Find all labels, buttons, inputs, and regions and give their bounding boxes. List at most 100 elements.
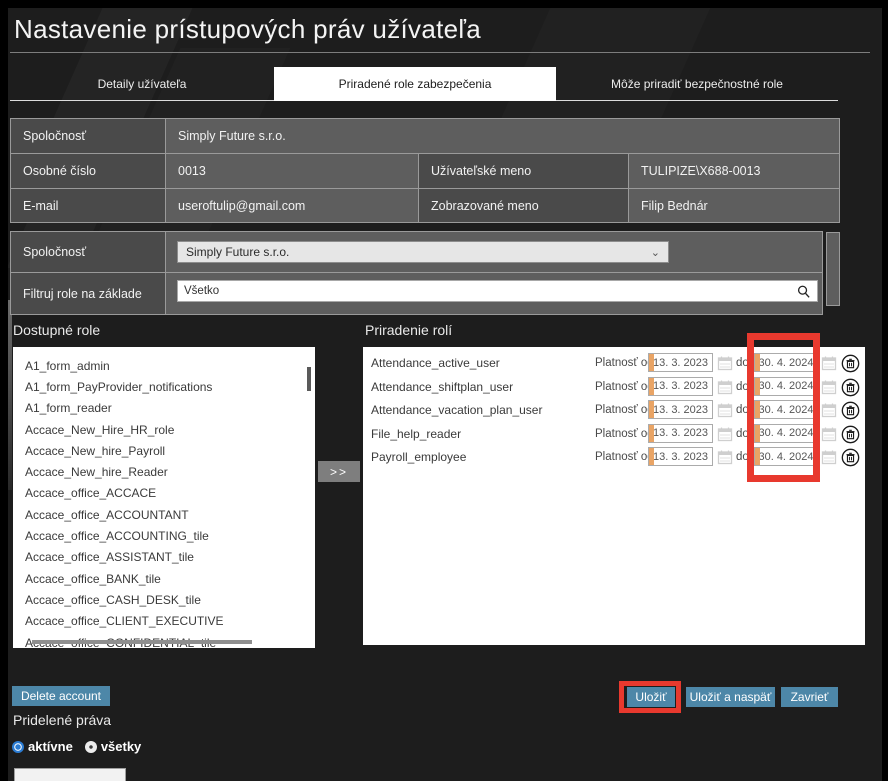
filter-company-label: Spoločnosť [10, 231, 166, 273]
calendar-icon[interactable] [717, 426, 733, 442]
validity-to-input[interactable]: 30. 4. 2024 [754, 376, 818, 396]
save-and-back-button[interactable]: Uložiť a naspäť [686, 687, 775, 707]
list-item[interactable]: Accace_office_BANK_tile [25, 571, 161, 586]
calendar-icon[interactable] [717, 449, 733, 465]
assigned-role-name: Attendance_vacation_plan_user [371, 403, 543, 417]
calendar-icon[interactable] [717, 379, 733, 395]
personal-number-value: 0013 [165, 153, 419, 189]
list-item[interactable]: Accace_office_CASH_DESK_tile [25, 592, 201, 607]
close-button[interactable]: Zavrieť [781, 687, 838, 707]
background-decoration [8, 300, 12, 490]
delete-account-button[interactable]: Delete account [12, 686, 110, 706]
page-title: Nastavenie prístupových práv užívateľa [14, 14, 481, 44]
available-roles-title: Dostupné role [13, 322, 101, 338]
trash-icon[interactable] [841, 448, 860, 467]
assigned-role-row: Attendance_active_user Platnosť od 13. 3… [363, 352, 865, 376]
validity-from-input[interactable]: 13. 3. 2023 [648, 353, 713, 372]
tab-can-assign-security-roles[interactable]: Môže priradiť bezpečnostné role [611, 77, 783, 91]
validity-from-label: Platnosť od [595, 451, 654, 463]
assigned-role-name: Attendance_shiftplan_user [371, 379, 514, 394]
calendar-icon[interactable] [821, 426, 837, 442]
annotation-red-box-dates [747, 333, 820, 482]
username-label: Užívateľské meno [418, 153, 629, 189]
section-scrollbar-track[interactable] [826, 232, 840, 306]
calendar-icon[interactable] [821, 355, 837, 371]
validity-to-label: do [736, 404, 749, 416]
bottom-partial-input[interactable] [14, 768, 126, 781]
assigned-rights-title: Pridelené práva [13, 712, 112, 728]
assigned-role-row: Attendance_vacation_plan_user Platnosť o… [363, 399, 865, 423]
tab-user-details[interactable]: Detaily užívateľa [97, 77, 187, 91]
radio-all-label: všetky [100, 739, 142, 754]
validity-from-input[interactable]: 13. 3. 2023 [648, 447, 713, 466]
list-item[interactable]: Accace_office_CLIENT_EXECUTIVE [25, 614, 224, 629]
radio-active-label: aktívne [28, 739, 73, 754]
trash-icon[interactable] [841, 378, 860, 397]
annotation-red-box-save [619, 681, 681, 713]
company-select-value: Simply Future s.r.o. [186, 245, 290, 259]
email-label: E-mail [10, 188, 166, 223]
company-select[interactable]: Simply Future s.r.o. ⌄ [177, 241, 669, 263]
company-label: Spoločnosť [10, 118, 166, 154]
calendar-icon[interactable] [717, 402, 733, 418]
validity-to-input[interactable]: 30. 4. 2024 [754, 447, 818, 466]
save-button[interactable]: Uložiť [627, 687, 675, 707]
filter-roles-label: Filtruj role na základe [10, 272, 166, 315]
assigned-role-row: Attendance_shiftplan_user Platnosť od 13… [363, 376, 865, 400]
radio-all[interactable] [84, 740, 97, 753]
validity-to-input[interactable]: 30. 4. 2024 [754, 353, 818, 372]
assigned-roles-title: Priradenie rolí [365, 322, 453, 338]
validity-from-label: Platnosť od [595, 427, 654, 440]
list-item[interactable]: A1_form_PayProvider_notifications [25, 379, 213, 394]
validity-to-label: do [736, 357, 749, 369]
display-name-label: Zobrazované meno [418, 188, 629, 223]
trash-icon[interactable] [841, 354, 860, 373]
calendar-icon[interactable] [821, 379, 837, 395]
title-divider [10, 52, 870, 53]
validity-from-label: Platnosť od [595, 404, 654, 416]
assigned-role-name: File_help_reader [371, 426, 462, 441]
validity-to-label: do [736, 427, 749, 440]
validity-from-input[interactable]: 13. 3. 2023 [648, 376, 713, 396]
chevron-down-icon: ⌄ [650, 246, 660, 259]
company-value: Simply Future s.r.o. [165, 118, 840, 154]
vertical-scrollbar-thumb[interactable] [307, 367, 311, 391]
validity-to-label: do [736, 451, 749, 463]
calendar-icon[interactable] [821, 449, 837, 465]
username-value: TULIPIZE\X688-0013 [628, 153, 840, 189]
list-item[interactable]: Accace_New_hire_Reader [25, 465, 168, 480]
personal-number-label: Osobné číslo [10, 153, 166, 189]
validity-from-label: Platnosť od [595, 357, 654, 369]
radio-active[interactable] [12, 740, 24, 753]
tab-assigned-security-roles[interactable]: Priradené role zabezpečenia [274, 67, 556, 101]
list-item[interactable]: Accace_office_ACCACE [25, 486, 157, 501]
validity-to-label: do [736, 380, 749, 393]
list-item[interactable]: A1_form_admin [25, 358, 110, 373]
list-item[interactable]: Accace_office_ASSISTANT_tile [25, 550, 194, 565]
display-name-value: Filip Bednár [628, 188, 840, 223]
available-roles-listbox[interactable]: A1_form_admin A1_form_PayProvider_notifi… [13, 347, 315, 648]
trash-icon[interactable] [841, 425, 860, 444]
assigned-roles-panel[interactable]: Attendance_active_user Platnosť od 13. 3… [363, 347, 865, 645]
list-item[interactable]: A1_form_reader [25, 401, 112, 416]
assigned-role-name: Attendance_active_user [371, 356, 500, 370]
calendar-icon[interactable] [821, 402, 837, 418]
list-item[interactable]: Accace_New_Hire_HR_role [25, 422, 175, 437]
assigned-role-name: Payroll_employee [371, 450, 467, 464]
validity-to-input[interactable]: 30. 4. 2024 [754, 423, 818, 443]
validity-from-input[interactable]: 13. 3. 2023 [648, 423, 713, 443]
move-right-button[interactable]: >> [318, 461, 360, 482]
horizontal-scrollbar-thumb[interactable] [32, 640, 252, 644]
validity-from-input[interactable]: 13. 3. 2023 [648, 400, 713, 419]
calendar-icon[interactable] [717, 355, 733, 371]
list-item[interactable]: Accace_New_hire_Payroll [25, 443, 166, 458]
assigned-role-row: Payroll_employee Platnosť od 13. 3. 2023… [363, 446, 865, 470]
validity-from-label: Platnosť od [595, 380, 654, 393]
background-decoration [501, 8, 714, 118]
list-item[interactable]: Accace_office_ACCOUNTING_tile [25, 529, 209, 544]
role-filter-input[interactable]: Všetko [177, 280, 818, 302]
trash-icon[interactable] [841, 401, 860, 420]
email-value: useroftulip@gmail.com [165, 188, 419, 223]
list-item[interactable]: Accace_office_ACCOUNTANT [25, 507, 189, 522]
